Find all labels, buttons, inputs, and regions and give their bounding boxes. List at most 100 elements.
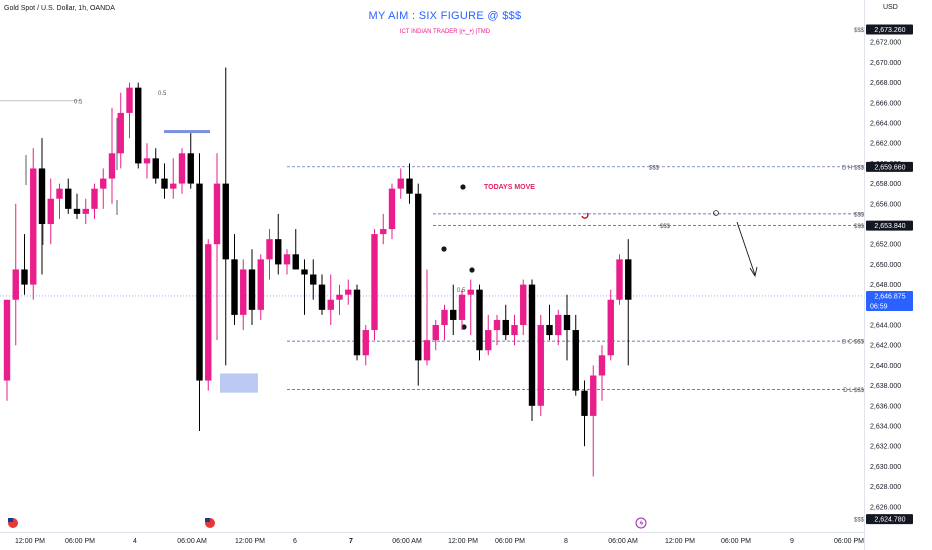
bullish-candle[interactable]	[213, 183, 221, 245]
candles	[3, 67, 632, 477]
bullish-candle[interactable]	[82, 208, 89, 214]
currency-selector[interactable]: USD	[883, 4, 898, 11]
drawings: 0.50.50.5$$$$$$TODAYS MOVE	[0, 91, 758, 393]
bullish-candle[interactable]	[108, 153, 116, 179]
bearish-candle[interactable]	[135, 87, 142, 164]
price-axis-label: 2,638.000	[870, 383, 901, 390]
bullish-candle[interactable]	[520, 284, 527, 325]
bullish-candle[interactable]	[485, 330, 492, 351]
symbol-title[interactable]: Gold Spot / U.S. Dollar, 1h, OANDA	[4, 5, 115, 12]
bullish-candle[interactable]	[91, 188, 98, 209]
liquidity-level-label: D L $$$	[843, 388, 864, 394]
bullish-candle[interactable]	[143, 158, 151, 164]
signal-marker-icon	[460, 184, 466, 190]
bearish-candle[interactable]	[248, 269, 256, 310]
liquidity-level-label: $$$	[854, 224, 865, 230]
bearish-candle[interactable]	[415, 193, 422, 361]
watermark-title: MY AIM : SIX FIGURE @ $$$	[368, 10, 522, 22]
bullish-candle[interactable]	[511, 325, 518, 336]
bullish-candle[interactable]	[170, 183, 177, 189]
bullish-candle[interactable]	[266, 239, 273, 260]
bullish-candle[interactable]	[47, 198, 54, 224]
bearish-candle[interactable]	[73, 208, 81, 214]
bearish-candle[interactable]	[301, 269, 308, 275]
bullish-candle[interactable]	[283, 254, 291, 265]
bullish-candle[interactable]	[432, 325, 439, 341]
bearish-candle[interactable]	[528, 284, 536, 406]
bullish-candle[interactable]	[590, 375, 597, 416]
bearish-candle[interactable]	[318, 284, 326, 310]
bearish-candle[interactable]	[476, 289, 483, 351]
bearish-candle[interactable]	[21, 269, 28, 285]
price-tag-value: 2,673.260	[874, 27, 905, 34]
bullish-candle[interactable]	[336, 294, 343, 300]
bullish-candle[interactable]	[205, 244, 212, 381]
price-axis-label: 2,630.000	[870, 464, 901, 471]
bearish-candle[interactable]	[310, 274, 317, 285]
liquidity-level-label: D C $$$	[842, 340, 865, 346]
bearish-candle[interactable]	[187, 153, 194, 184]
bullish-candle[interactable]	[257, 259, 264, 310]
bearish-candle[interactable]	[406, 178, 413, 194]
bullish-candle[interactable]	[56, 188, 63, 199]
bearish-candle[interactable]	[196, 183, 203, 381]
bullish-candle[interactable]	[388, 188, 396, 230]
time-axis-label: 06:00 PM	[721, 538, 751, 545]
time-axis-label: 06:00 PM	[65, 538, 95, 545]
bearish-candle[interactable]	[38, 168, 46, 224]
bullish-candle[interactable]	[178, 153, 186, 184]
bearish-candle[interactable]	[292, 254, 299, 270]
bearish-candle[interactable]	[231, 259, 238, 315]
bearish-candle[interactable]	[581, 390, 588, 416]
bullish-candle[interactable]	[493, 319, 501, 331]
price-tag-value: 2,659.660	[874, 164, 905, 171]
bullish-candle[interactable]	[607, 299, 614, 356]
bullish-candle[interactable]	[397, 178, 404, 189]
bullish-candle[interactable]	[467, 289, 474, 295]
price-axis-label: 2,640.000	[870, 363, 901, 370]
bullish-candle[interactable]	[345, 289, 352, 295]
bullish-candle[interactable]	[100, 178, 107, 189]
bullish-candle[interactable]	[3, 299, 11, 381]
bullish-candle[interactable]	[12, 269, 19, 300]
bullish-candle[interactable]	[458, 294, 466, 320]
bullish-candle[interactable]	[371, 234, 378, 331]
bearish-candle[interactable]	[450, 309, 457, 320]
price-tag-value: 2,653.840	[874, 223, 905, 230]
bullish-candle[interactable]	[30, 168, 37, 285]
bullish-candle[interactable]	[327, 299, 334, 310]
price-tag	[866, 24, 913, 35]
bullish-candle[interactable]	[126, 87, 133, 113]
bullish-candle[interactable]	[555, 314, 562, 336]
bearish-candle[interactable]	[275, 239, 282, 265]
bullish-candle[interactable]	[441, 309, 448, 325]
projection-arrow[interactable]	[736, 221, 756, 276]
bullish-candle[interactable]	[362, 330, 369, 356]
pin-icon[interactable]	[713, 210, 719, 216]
price-axis-label: 2,632.000	[870, 444, 901, 451]
bearish-candle[interactable]	[161, 178, 168, 189]
bearish-candle[interactable]	[502, 319, 509, 336]
price-axis-label: 2,626.000	[870, 504, 901, 511]
bullish-candle[interactable]	[616, 259, 623, 300]
order-block-top[interactable]	[164, 130, 210, 134]
bullish-candle[interactable]	[537, 325, 544, 406]
price-axis-label: 2,662.000	[870, 141, 901, 148]
bearish-candle[interactable]	[152, 158, 159, 179]
bearish-candle[interactable]	[65, 188, 72, 209]
time-axis-divider	[0, 532, 864, 533]
bearish-candle[interactable]	[563, 314, 571, 331]
bullish-candle[interactable]	[380, 229, 387, 235]
bearish-candle[interactable]	[546, 325, 553, 336]
bullish-candle[interactable]	[117, 112, 124, 154]
bearish-candle[interactable]	[353, 289, 361, 356]
bearish-candle[interactable]	[222, 183, 229, 260]
bullish-candle[interactable]	[423, 340, 431, 361]
time-axis-label: 6	[293, 538, 297, 545]
bearish-candle[interactable]	[572, 330, 579, 391]
bullish-candle[interactable]	[598, 355, 606, 376]
bullish-candle[interactable]	[240, 269, 247, 315]
bearish-candle[interactable]	[625, 259, 632, 300]
fair-value-gap-box[interactable]	[220, 373, 258, 393]
